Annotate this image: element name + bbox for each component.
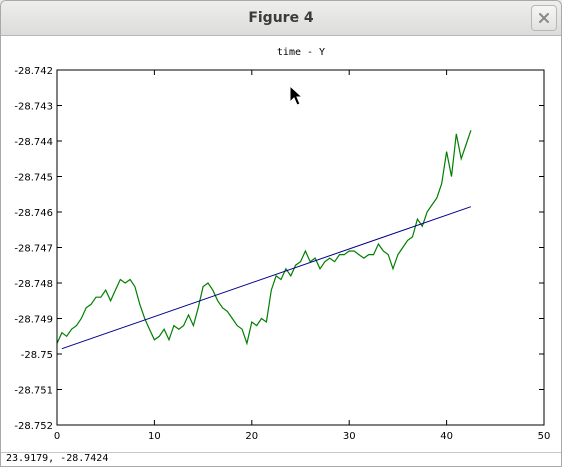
plot-canvas[interactable]: time - Y 0 10 20 30 40 50 -28.742 -28.743 -28.74…	[1, 36, 561, 452]
y-tick-label: -28.748	[14, 279, 53, 290]
data-series-line	[57, 130, 471, 343]
x-tick-label: 50	[538, 431, 551, 442]
x-tick-label: 0	[54, 431, 60, 442]
y-tick-label: -28.745	[14, 173, 53, 184]
y-tick-label: -28.743	[14, 102, 53, 113]
x-tick-label: 20	[245, 431, 258, 442]
y-tick-label: -28.751	[14, 386, 53, 397]
title-bar[interactable]: Figure 4	[1, 1, 561, 36]
window-title: Figure 4	[1, 10, 561, 26]
x-tick-label: 40	[440, 431, 453, 442]
chart-svg[interactable]: time - Y 0 10 20 30 40 50 -28.742 -28.743 -28.74…	[1, 36, 561, 452]
cursor-coordinates: 23.9179, -28.7424	[6, 453, 108, 464]
x-tick-label: 10	[148, 431, 161, 442]
y-tick-label: -28.749	[14, 315, 53, 326]
y-tick-label: -28.742	[14, 66, 53, 77]
y-tick-label: -28.747	[14, 244, 53, 255]
status-bar: 23.9179, -28.7424	[1, 452, 561, 467]
y-tick-label: -28.746	[14, 208, 53, 219]
y-tick-label: -28.75	[21, 350, 53, 361]
chart-title: time - Y	[277, 47, 325, 58]
trend-line	[62, 207, 471, 349]
close-icon	[539, 13, 549, 23]
arrow-cursor-icon	[290, 86, 302, 105]
plot-frame	[57, 70, 544, 425]
y-tick-label: -28.752	[14, 421, 53, 432]
close-button[interactable]	[531, 5, 557, 31]
x-tick-label: 30	[343, 431, 356, 442]
y-tick-label: -28.744	[14, 137, 53, 148]
